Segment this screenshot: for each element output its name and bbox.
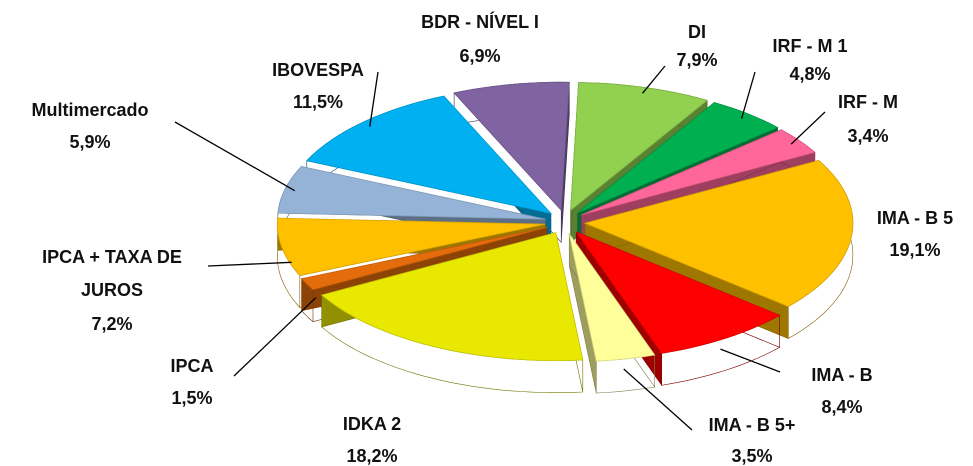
slice [583, 160, 854, 307]
slice [568, 233, 656, 362]
slice-value-label: 5,9% [69, 132, 111, 152]
leader-line [720, 348, 781, 373]
slice-value-label: 19,1% [889, 240, 941, 260]
slice-value-label: 1,5% [171, 388, 213, 408]
slice [581, 129, 816, 216]
slice-label: DI [688, 22, 706, 42]
slice [453, 81, 570, 212]
slice [277, 166, 546, 220]
slice-value-label: 7,2% [91, 314, 133, 334]
slice-label: IPCA [170, 356, 214, 376]
slice [306, 95, 553, 215]
leader-line [790, 111, 826, 145]
slice-label: Multimercado [31, 100, 149, 120]
slice-value-label: 11,5% [292, 92, 344, 112]
slice-value-label: 3,4% [847, 126, 889, 146]
slice-value-label: 8,4% [821, 397, 863, 417]
leader-line [369, 71, 379, 127]
slice-label: IBOVESPA [272, 60, 364, 80]
leader-line [207, 261, 292, 267]
slice [300, 226, 548, 291]
leader-line [233, 297, 317, 377]
leader-line [623, 368, 693, 431]
slice-value-label: 4,8% [789, 64, 831, 84]
slice-label: IDKA 2 [342, 414, 402, 434]
slice-label: IMA - B [811, 365, 873, 385]
slice-label: BDR - NÍVEL I [421, 12, 539, 32]
slice-value-label: 3,5% [731, 446, 773, 466]
slice [320, 232, 584, 361]
leader-line [740, 71, 756, 119]
leader-line [174, 121, 296, 192]
slice [276, 217, 546, 276]
slice-label: IRF - M 1 [772, 36, 848, 56]
slice-label: IPCA + TAXA DE JUROS [42, 247, 182, 300]
slice [577, 102, 779, 214]
slice [575, 231, 781, 354]
leader-line [641, 65, 666, 94]
slice-label: IMA - B 5+ [708, 415, 796, 435]
slice-label: IRF - M [838, 92, 898, 112]
slice-value-label: 7,9% [676, 50, 718, 70]
slice-label: IMA - B 5 [876, 208, 954, 228]
slice [570, 82, 709, 212]
slice-value-label: 6,9% [459, 46, 501, 66]
slice-value-label: 18,2% [346, 446, 398, 466]
